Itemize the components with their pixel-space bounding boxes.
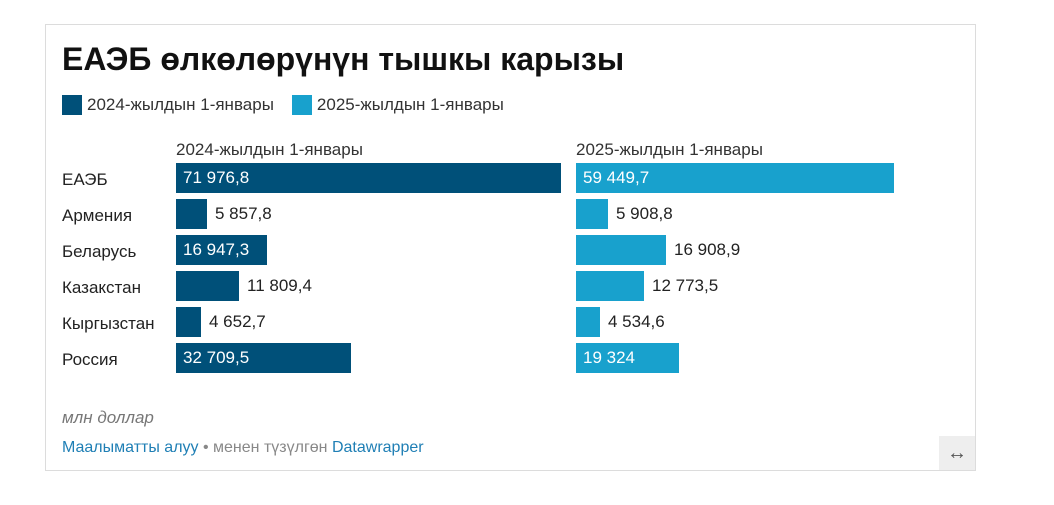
bar [176, 163, 561, 193]
source-link[interactable]: Маалыматты алуу [62, 439, 199, 456]
legend-label-2025: 2025-жылдын 1-январы [316, 95, 504, 114]
category-label: Россия [62, 350, 118, 369]
category-label: Кыргызстан [62, 314, 155, 333]
bar-value-label: 16 947,3 [183, 240, 250, 259]
panel-2025: 2025-жылдын 1-январы 59 449,7 5 908,8 16 9… [576, 137, 894, 373]
bar-value-label: 5 857,8 [215, 204, 272, 223]
panel-2024: 2024-жылдын 1-январы 71 976,8 5 857,8 16 9… [176, 137, 561, 373]
bar [576, 199, 608, 229]
footer: Маалыматты алуу • менен түзүлгөн Datawra… [62, 439, 424, 457]
bar-value-label: 71 976,8 [183, 168, 250, 187]
legend-swatch-2025 [291, 95, 312, 115]
bar [176, 343, 351, 373]
category-label: ЕАЭБ [62, 170, 108, 189]
datawrapper-link[interactable]: Datawrapper [331, 439, 424, 456]
panel-heading-2024: 2024-жылдын 1-январы [176, 140, 363, 159]
bar-value-label: 11 809,4 [247, 276, 312, 295]
panel-heading-2025: 2025-жылдын 1-январы [576, 140, 763, 159]
category-label: Казакстан [62, 278, 141, 297]
bar [176, 307, 201, 337]
footer-made-with: менен түзүлгөн [213, 439, 332, 456]
bar [576, 163, 894, 193]
legend: 2024-жылдын 1-январы 2025-жылдын 1-январ… [62, 95, 522, 115]
legend-item-2025: 2025-жылдын 1-январы [291, 95, 504, 115]
bar [176, 235, 267, 265]
horizontal-resize-icon: ↔ [947, 441, 967, 464]
bar-value-label: 4 534,6 [608, 312, 665, 331]
bar-value-label: 16 908,9 [674, 240, 741, 259]
legend-label-2024: 2024-жылдын 1-январы [87, 95, 274, 114]
bar-value-label: 12 773,5 [652, 276, 719, 295]
bar [576, 271, 644, 301]
bar [176, 271, 239, 301]
bar-value-label: 32 709,5 [183, 348, 250, 367]
legend-swatch-2024 [62, 95, 82, 115]
bar-value-label: 5 908,8 [616, 204, 673, 223]
bar [576, 343, 679, 373]
bar-value-label: 59 449,7 [583, 168, 650, 187]
bar-value-label: 4 652,7 [209, 312, 266, 331]
bar [576, 235, 666, 265]
category-label: Армения [62, 206, 133, 225]
footer-separator: • [198, 439, 214, 456]
legend-item-2024: 2024-жылдын 1-январы [62, 95, 274, 115]
bar [576, 307, 600, 337]
unit-note: млн доллар [62, 408, 154, 427]
chart-card: ЕАЭБ өлкөлөрүнүн тышкы карызы 2024-жылды… [45, 24, 976, 471]
resize-handle[interactable]: ↔ [939, 436, 975, 470]
category-label: Беларусь [62, 242, 137, 261]
chart-title: ЕАЭБ өлкөлөрүнүн тышкы карызы [62, 41, 625, 77]
bar-value-label: 19 324 [583, 348, 635, 367]
bar [176, 199, 207, 229]
